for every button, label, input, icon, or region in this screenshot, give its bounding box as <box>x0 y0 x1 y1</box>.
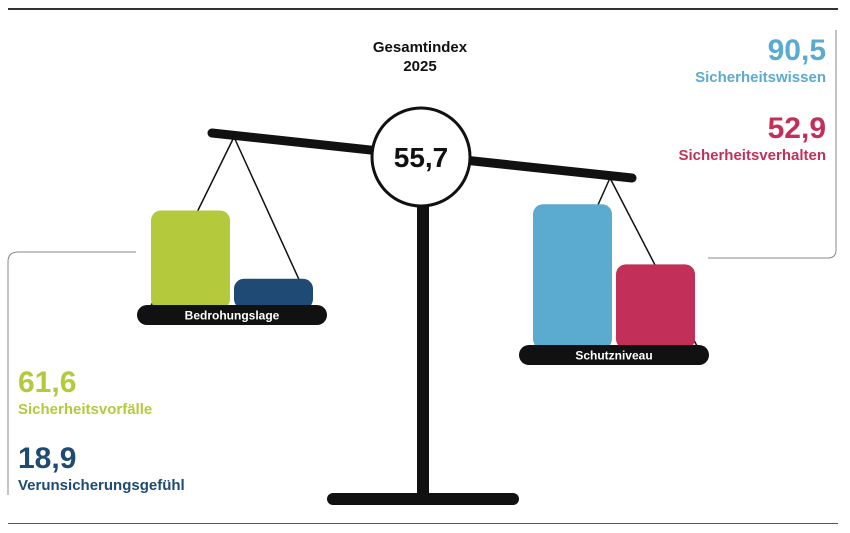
stat-label: Sicherheitsverhalten <box>678 147 826 164</box>
pan-bedrohungslage <box>137 305 327 325</box>
bar-sicherheitswissen <box>533 204 612 349</box>
stat-label: Sicherheitsvorfälle <box>18 401 153 418</box>
chart-title: Gesamtindex 2025 <box>340 38 500 76</box>
scale-post <box>417 200 429 498</box>
stat-sicherheitsvorfaelle: 61,6 Sicherheitsvorfälle <box>18 366 152 419</box>
bar-sicherheitsverhalten <box>616 264 695 349</box>
index-circle <box>370 106 472 208</box>
stat-sicherheitsverhalten: 52,9 Sicherheitsverhalten <box>678 112 826 165</box>
stat-value: 90,5 <box>767 34 826 67</box>
top-rule <box>8 8 838 10</box>
stat-value: 52,9 <box>767 112 826 145</box>
bar-sicherheitsvorfälle <box>151 210 230 309</box>
scale-base <box>327 493 519 505</box>
chart-title-line2: 2025 <box>403 58 437 75</box>
pan-schutzniveau <box>519 345 709 365</box>
stat-verunsicherungsgefuehl: 18,9 Verunsicherungsgefühl <box>18 442 185 495</box>
stat-value: 18,9 <box>18 442 77 475</box>
index-value: 55,7 <box>394 142 449 173</box>
right-bracket <box>708 30 837 259</box>
bar-verunsicherungsgefühl <box>234 278 313 309</box>
pan-label-bedrohungslage: Bedrohungslage <box>185 309 280 323</box>
stat-label: Sicherheitswissen <box>695 69 826 86</box>
left-bracket <box>7 251 136 495</box>
stat-label: Verunsicherungsgefühl <box>18 477 185 494</box>
stat-value: 61,6 <box>18 366 77 399</box>
pan-label-schutzniveau: Schutzniveau <box>575 349 652 363</box>
chart-title-line1: Gesamtindex <box>372 39 468 56</box>
stat-sicherheitswissen: 90,5 Sicherheitswissen <box>695 34 826 87</box>
bottom-rule <box>8 523 838 524</box>
